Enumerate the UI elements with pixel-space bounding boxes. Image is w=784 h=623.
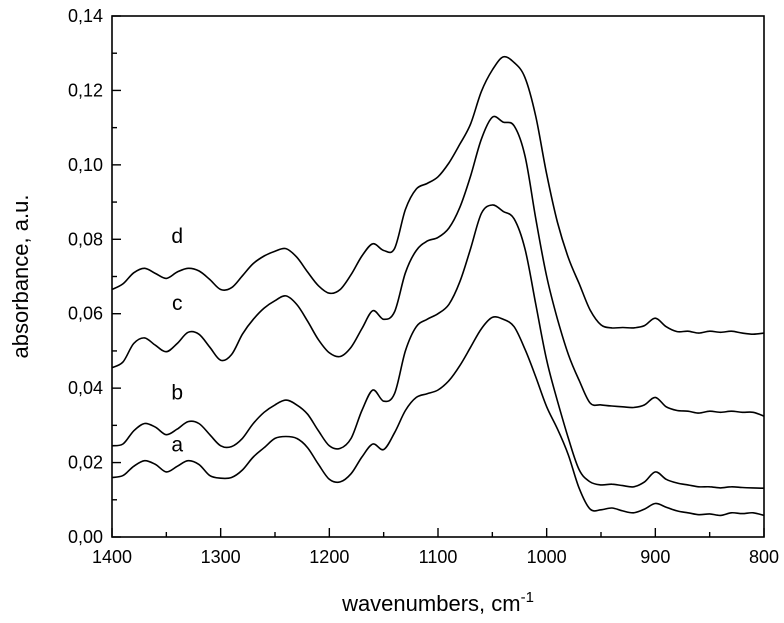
series-label-c: c <box>172 292 183 315</box>
plot-frame <box>111 15 765 538</box>
series-line-a <box>111 316 765 517</box>
series-line-c <box>111 115 765 417</box>
y-tick-label: 0,14 <box>68 6 103 26</box>
x-axis-label: wavenumbers, cm-1 <box>341 589 534 616</box>
x-tick-label: 1400 <box>92 547 132 567</box>
series-line-d <box>111 55 765 335</box>
y-tick-label: 0,12 <box>68 80 103 100</box>
x-tick-label: 1300 <box>201 547 241 567</box>
x-tick-label: 1200 <box>309 547 349 567</box>
x-tick-label: 800 <box>749 547 779 567</box>
series-line-b <box>111 204 765 489</box>
y-tick-label: 0,04 <box>68 378 103 398</box>
y-axis-ticks: 0,00 0,02 0,04 0,06 0,08 0,10 0,12 0,14 <box>68 6 121 547</box>
y-tick-label: 0,02 <box>68 453 103 473</box>
series-label-b: b <box>171 381 183 404</box>
series-label-a: a <box>171 433 183 456</box>
series-labels: a b c d <box>171 225 183 456</box>
series-lines <box>111 55 765 517</box>
x-tick-label: 1100 <box>419 547 458 567</box>
y-tick-label: 0,08 <box>68 229 103 249</box>
x-axis-label-text: wavenumbers, cm <box>341 591 521 616</box>
x-tick-label: 1000 <box>527 547 567 567</box>
y-tick-label: 0,10 <box>68 155 103 175</box>
y-tick-label: 0,00 <box>68 527 103 547</box>
series-label-d: d <box>171 225 183 248</box>
y-axis-label: absorbance, a.u. <box>8 195 33 359</box>
y-tick-label: 0,06 <box>68 304 103 324</box>
x-axis-label-superscript: -1 <box>521 589 534 606</box>
x-axis-ticks: 1400 1300 1200 1100 1000 900 800 <box>92 528 779 567</box>
x-tick-label: 900 <box>640 547 670 567</box>
